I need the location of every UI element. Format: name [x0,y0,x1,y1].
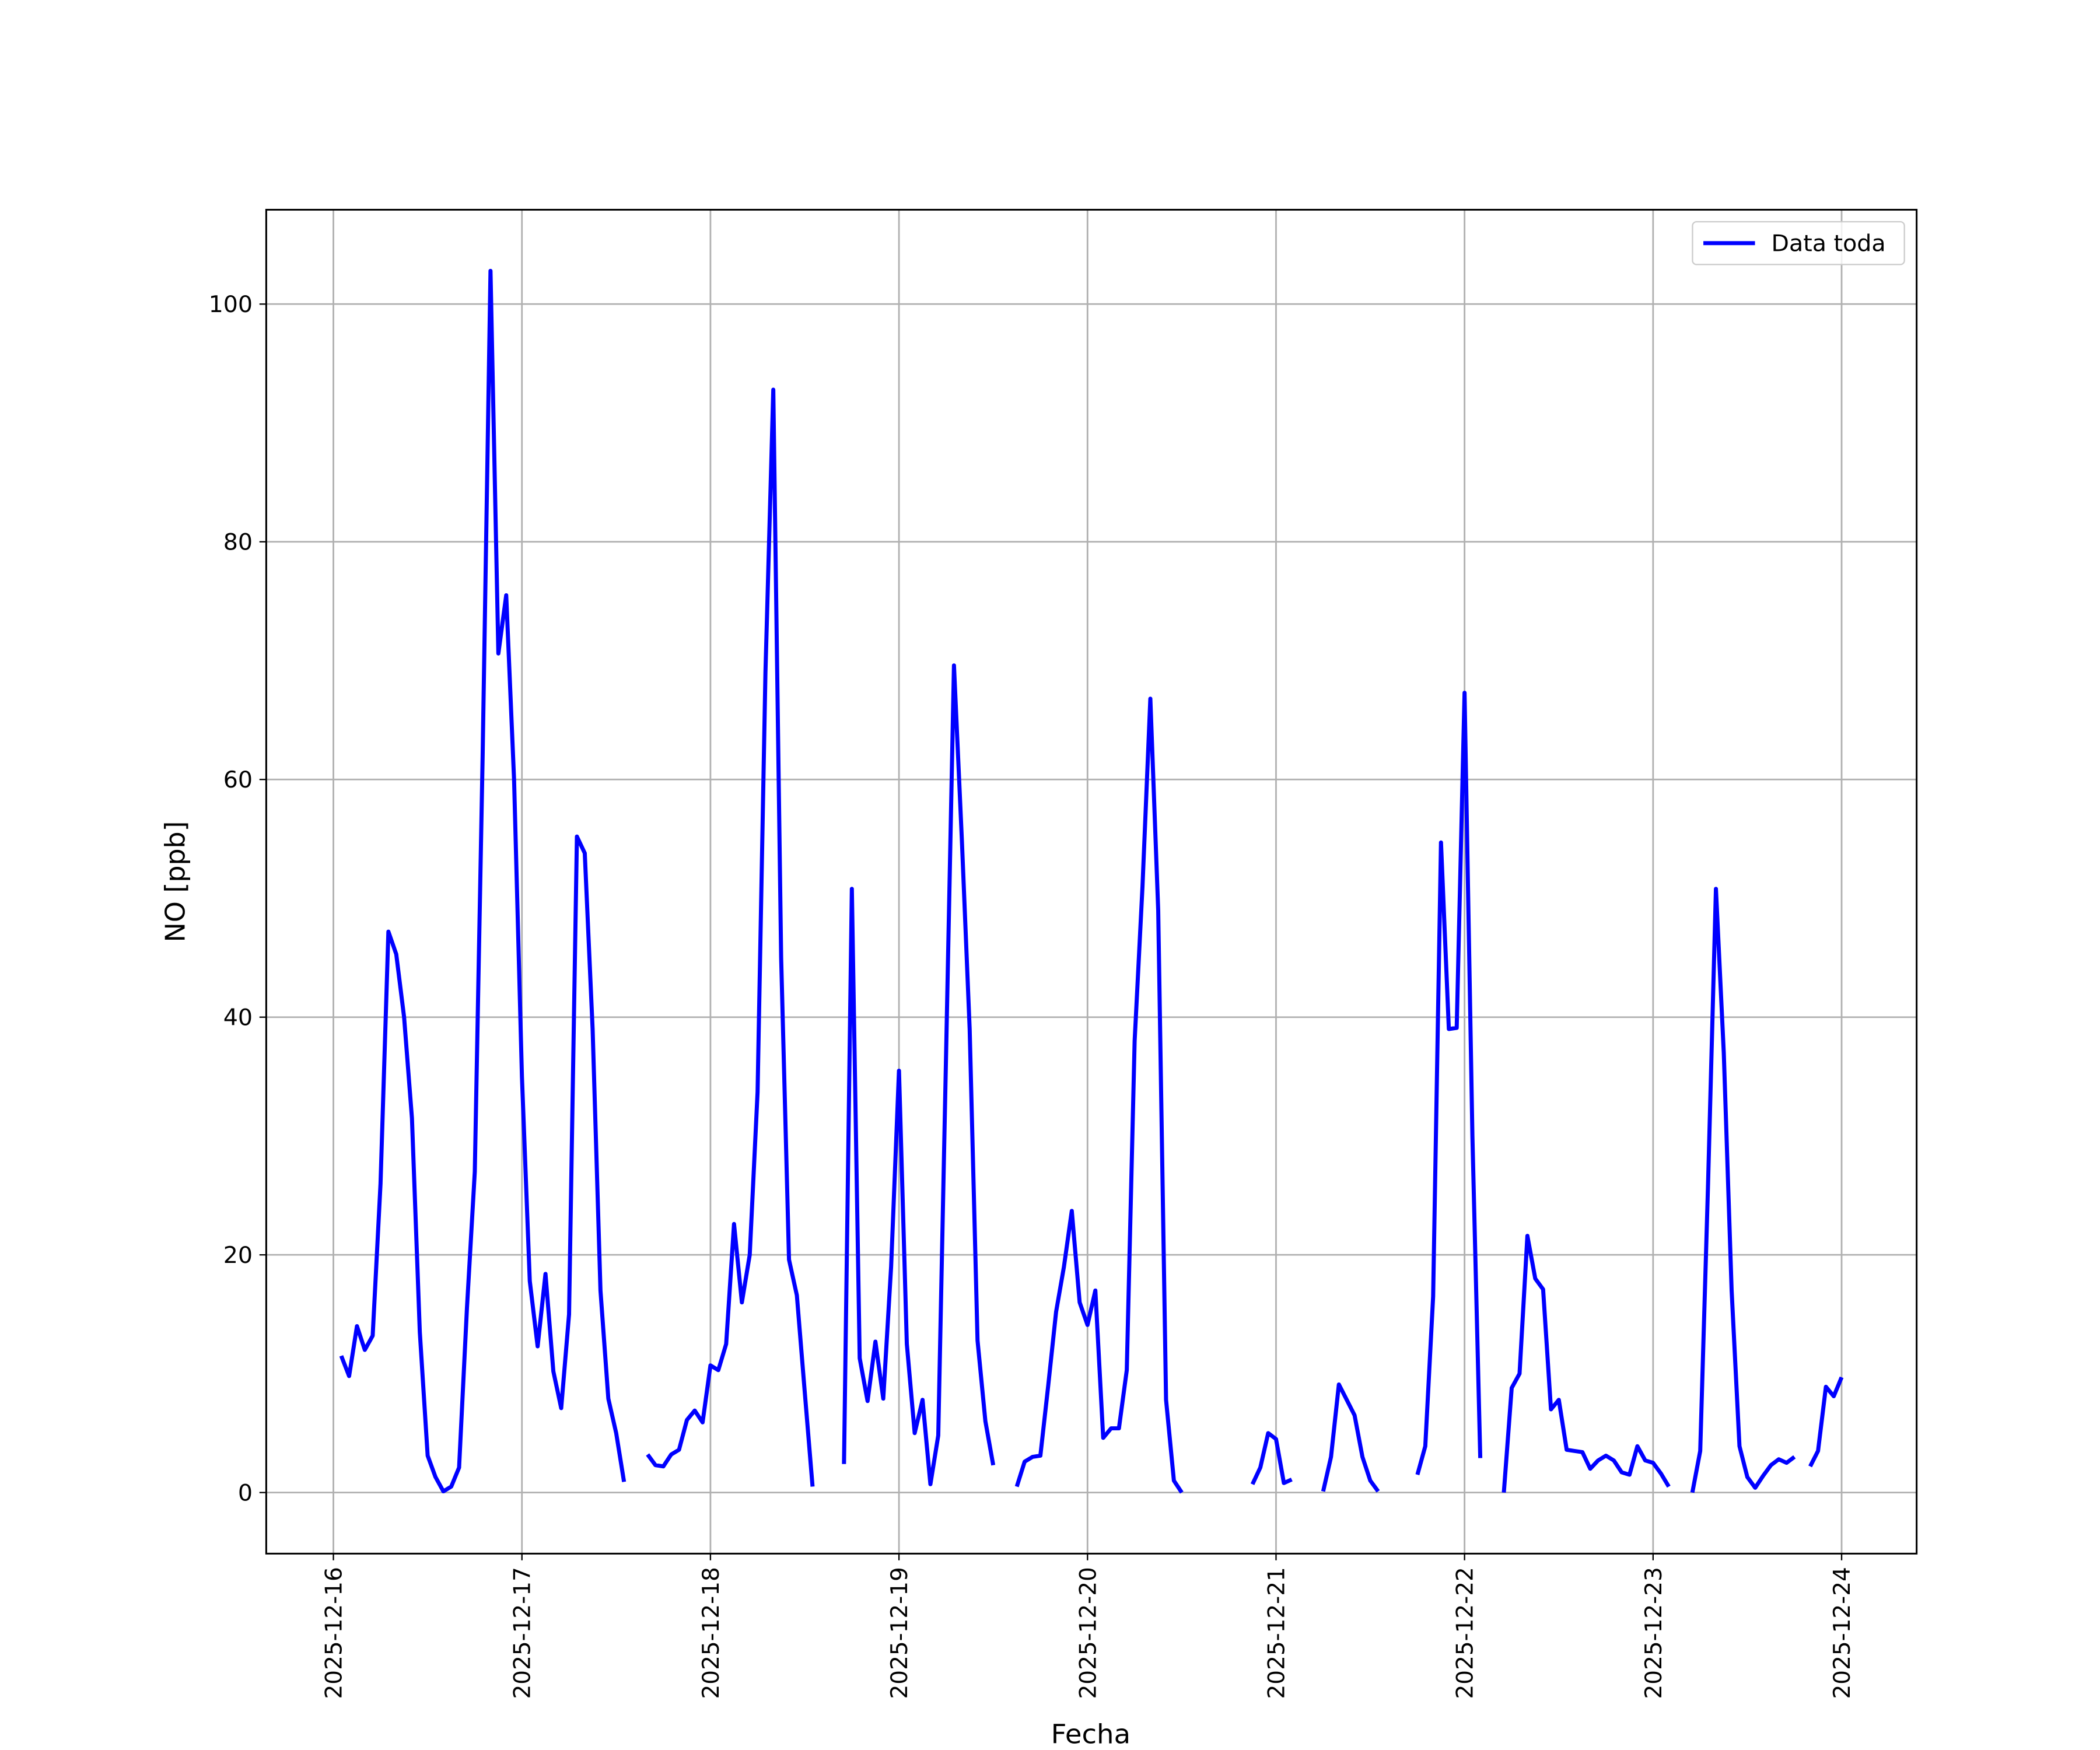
y-tick-label: 0 [238,1480,253,1507]
x-tick-label: 2025-12-23 [1641,1567,1667,1699]
x-tick-label: 2025-12-22 [1452,1567,1478,1699]
y-tick-label: 40 [223,1005,253,1031]
x-axis-label: Fecha [1051,1718,1131,1750]
plot-frame [265,209,1918,1555]
y-tick-label: 100 [209,292,253,318]
x-tick-label: 2025-12-20 [1075,1567,1101,1699]
x-tick-label: 2025-12-17 [509,1567,536,1699]
x-tick-label: 2025-12-16 [321,1567,347,1699]
y-tick-label: 60 [223,767,253,793]
legend-box [1692,221,1905,265]
x-tick-label: 2025-12-24 [1829,1567,1856,1699]
y-axis-label: NO [ppb] [159,821,191,943]
y-tick-label: 80 [223,530,253,556]
x-tick-label: 2025-12-21 [1264,1567,1290,1699]
legend-label: Data toda [1771,231,1885,257]
data-line [339,268,1844,1494]
x-tick-label: 2025-12-19 [887,1567,913,1699]
x-tick-label: 2025-12-18 [698,1567,724,1699]
y-tick-label: 20 [223,1242,253,1269]
